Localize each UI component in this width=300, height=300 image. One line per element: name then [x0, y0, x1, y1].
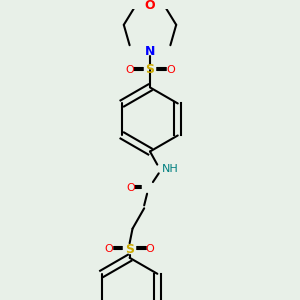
Text: O: O [166, 65, 175, 75]
Text: O: O [127, 183, 135, 193]
Text: O: O [105, 244, 114, 254]
Text: S: S [125, 242, 134, 256]
Text: O: O [125, 65, 134, 75]
Text: N: N [145, 44, 155, 58]
Text: NH: NH [162, 164, 178, 174]
Text: O: O [145, 0, 155, 12]
Text: S: S [146, 64, 154, 76]
Text: O: O [146, 244, 154, 254]
